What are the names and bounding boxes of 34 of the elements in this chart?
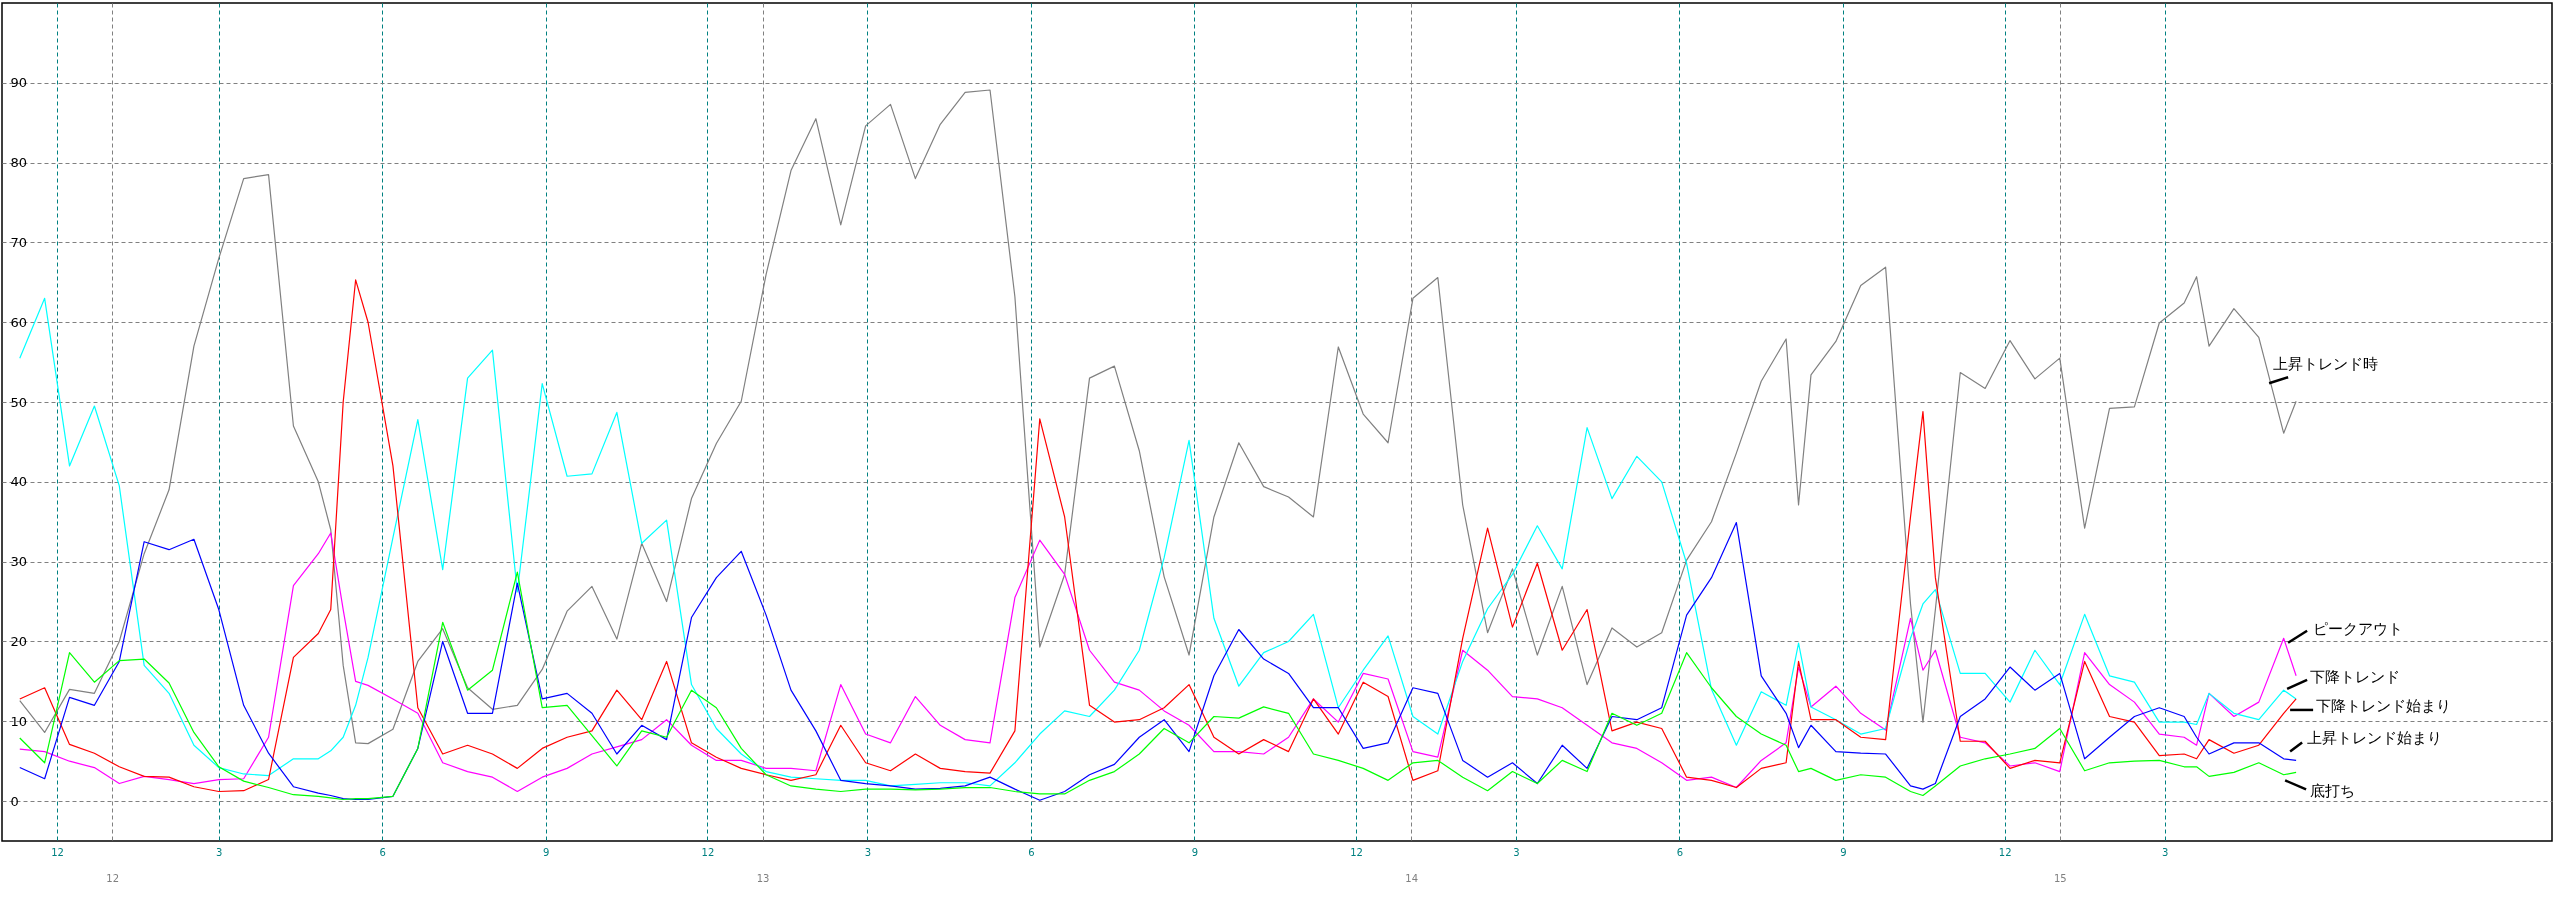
series-label: 下降トレンド [2310,667,2401,686]
series-label: 底打ち [2310,782,2356,801]
x-tick-label: 12 [1998,846,2012,858]
x-tick-label: 6 [1676,846,1684,858]
x2-tick-label: 13 [756,872,770,884]
y-tick-label: 20 [10,633,28,649]
y-tick-label: 40 [10,474,28,490]
x-tick-label: 12 [51,846,64,858]
series-label: 下降トレンド始まり [2316,696,2452,715]
x2-tick-label: 12 [106,872,120,884]
y-tick-label: 0 [10,793,19,809]
y-tick-label: 50 [10,394,28,410]
x-tick-label: 3 [216,846,223,858]
x-tick-label: 9 [1191,846,1199,858]
y-tick-label: 10 [10,713,28,729]
x-tick-label: 9 [1840,846,1847,858]
x-tick-label: 3 [864,846,872,858]
series-label: 上昇トレンド時 [2273,355,2379,374]
x-tick-label: 9 [543,846,550,858]
series-label: 上昇トレンド始まり [2307,729,2443,748]
x2-tick-label: 15 [2053,872,2067,884]
x-tick-label: 12 [1350,846,1363,858]
y-tick-label: 90 [10,75,28,91]
x-tick-label: 3 [2161,846,2169,858]
y-tick-label: 80 [10,155,28,171]
y-tick-label: 30 [10,554,28,570]
y-tick-label: 70 [10,234,28,250]
x2-tick-label: 14 [1405,872,1419,884]
x-tick-label: 6 [379,846,386,858]
x-tick-label: 6 [1028,846,1035,858]
x-tick-label: 3 [1513,846,1520,858]
y-tick-label: 60 [10,314,28,330]
x-tick-label: 12 [701,846,715,858]
series-label: ピークアウト [2313,619,2404,638]
